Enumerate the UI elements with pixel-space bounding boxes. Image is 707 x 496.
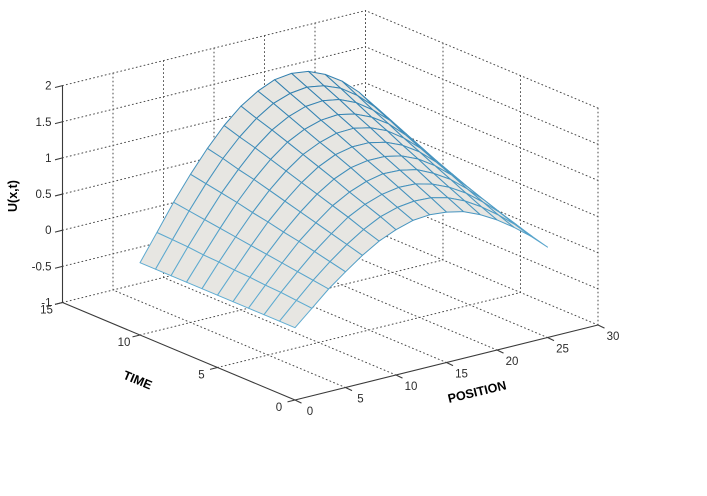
time-tick-label: 15 <box>40 305 53 317</box>
surface-mesh <box>139 70 548 329</box>
position-tick <box>395 374 403 379</box>
u-tick-label: 1.5 <box>36 117 52 129</box>
position-tick-label: 20 <box>506 356 519 368</box>
time-tick <box>132 334 141 338</box>
left-wall-grid-line <box>62 10 366 87</box>
position-tick <box>345 387 353 392</box>
u-tick-label: 1 <box>45 153 51 165</box>
u-tick <box>54 157 63 161</box>
u-tick <box>54 265 63 269</box>
left-wall-grid-line <box>62 46 366 123</box>
u-tick-label: 0.5 <box>36 189 52 201</box>
position-tick-label: 5 <box>357 394 363 406</box>
floor-grid-line <box>217 292 521 368</box>
u-tick-label: 0 <box>45 225 51 237</box>
u-tick <box>54 229 63 233</box>
mesh-quad <box>481 206 515 228</box>
z-axis-label: U(x,t) <box>6 180 20 212</box>
mesh-quad <box>279 299 313 329</box>
time-tick-label: 5 <box>198 370 204 382</box>
u-tick <box>54 121 63 125</box>
position-tick-label: 0 <box>307 406 313 418</box>
position-tick-label: 10 <box>405 381 418 393</box>
position-tick-label: 25 <box>556 344 569 356</box>
floor-grid-line <box>365 227 599 326</box>
u-tick-label: 2 <box>45 81 51 93</box>
u-tick <box>54 85 63 89</box>
mesh-quad <box>497 214 532 237</box>
position-tick-label: 30 <box>607 331 620 343</box>
position-tick-label: 15 <box>455 369 468 381</box>
position-tick <box>547 337 555 342</box>
time-tick-label: 10 <box>118 337 131 349</box>
x-axis-label: POSITION <box>446 378 507 406</box>
position-tick <box>597 324 605 329</box>
u-tick <box>54 301 63 305</box>
time-axis <box>62 301 296 401</box>
time-tick <box>209 366 218 370</box>
right-wall-grid-line <box>365 10 599 109</box>
y-axis-label: TIME <box>121 368 154 392</box>
u-tick <box>54 193 63 197</box>
position-tick <box>294 399 302 404</box>
position-tick <box>496 349 504 354</box>
u-tick-label: -0.5 <box>32 261 52 273</box>
time-tick-label: 0 <box>276 402 282 414</box>
time-tick <box>287 399 296 403</box>
position-tick <box>446 362 454 367</box>
axis-lines <box>54 85 605 404</box>
u-tick-label: -1 <box>41 298 51 310</box>
